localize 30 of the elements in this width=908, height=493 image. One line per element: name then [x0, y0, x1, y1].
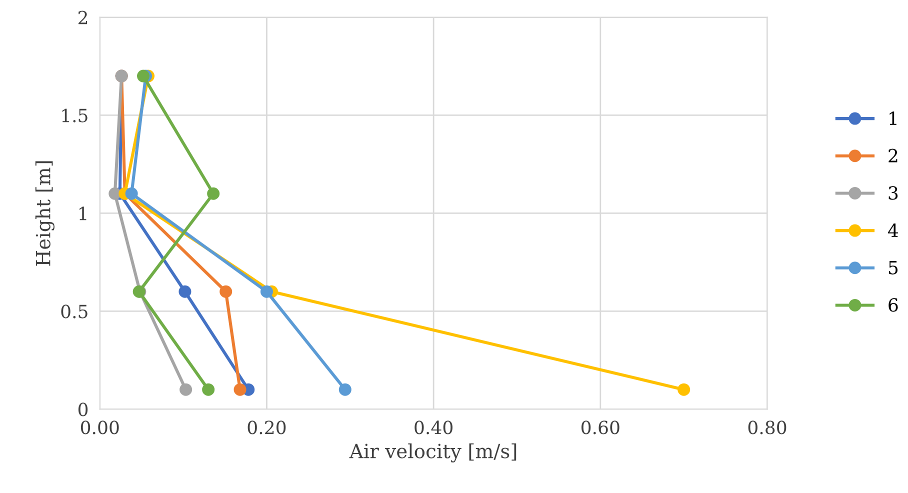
x-tick-label: 0.80: [748, 420, 786, 434]
y-tick-label: 1.5: [62, 108, 88, 122]
point: [180, 383, 192, 396]
point: [678, 383, 690, 396]
point: [137, 70, 150, 82]
legend-label: 6: [888, 298, 898, 312]
point: [178, 285, 192, 298]
legend-label: 2: [888, 148, 898, 162]
point: [234, 383, 246, 396]
point: [260, 285, 273, 298]
x-tick-label: 0.40: [414, 420, 452, 434]
point: [125, 187, 138, 200]
x-tick-label: 0.20: [248, 420, 286, 434]
point: [207, 187, 220, 200]
legend-label: 4: [888, 223, 898, 237]
legend-label: 1: [890, 111, 896, 125]
x-tick-label: 0.00: [80, 420, 119, 434]
point: [338, 383, 352, 396]
y-tick-label: 0.5: [61, 304, 88, 318]
y-tick-label: 2: [78, 10, 87, 24]
point: [202, 383, 215, 396]
x-tick-label: 0.60: [582, 420, 620, 434]
point: [220, 285, 232, 298]
y-tick-label: 1: [79, 206, 86, 220]
legend-label: 3: [888, 186, 898, 200]
y-tick-label: 0: [78, 402, 88, 416]
legend-label: 5: [888, 261, 898, 274]
x-axis-title: Air velocity [m/s]: [349, 443, 516, 462]
point: [108, 187, 122, 200]
y-axis-title: Height [m]: [35, 161, 54, 266]
